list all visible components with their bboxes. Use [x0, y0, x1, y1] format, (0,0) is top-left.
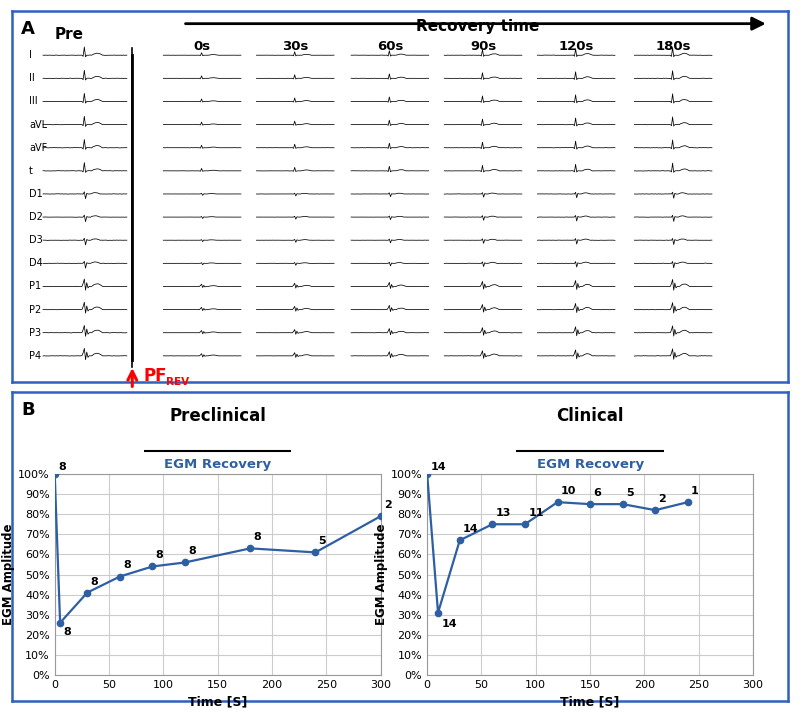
Title: EGM Recovery: EGM Recovery: [537, 459, 644, 471]
Text: 14: 14: [430, 462, 446, 472]
Text: 0s: 0s: [194, 41, 210, 53]
Text: P1: P1: [29, 281, 41, 291]
Text: 30s: 30s: [282, 41, 309, 53]
Text: Preclinical: Preclinical: [170, 407, 266, 426]
Text: D2: D2: [29, 212, 43, 222]
Text: 8: 8: [254, 533, 262, 543]
Text: 120s: 120s: [558, 41, 594, 53]
Text: A: A: [22, 20, 35, 38]
Text: P3: P3: [29, 328, 41, 337]
Text: 8: 8: [156, 550, 163, 560]
Text: t: t: [29, 166, 33, 176]
Text: I: I: [29, 51, 32, 61]
Text: aVF: aVF: [29, 142, 47, 152]
Title: EGM Recovery: EGM Recovery: [164, 459, 271, 471]
Text: 8: 8: [123, 560, 131, 570]
Text: III: III: [29, 96, 38, 107]
Text: P2: P2: [29, 305, 42, 315]
Text: 5: 5: [626, 488, 634, 498]
Text: 90s: 90s: [470, 41, 496, 53]
Text: 14: 14: [442, 619, 457, 629]
Text: 8: 8: [90, 577, 98, 587]
Text: P4: P4: [29, 351, 41, 361]
Text: 1: 1: [691, 486, 699, 496]
Text: 5: 5: [318, 536, 326, 546]
Text: Pre: Pre: [54, 27, 83, 43]
Text: D3: D3: [29, 235, 43, 245]
Text: Clinical: Clinical: [556, 407, 624, 426]
Text: 2: 2: [384, 501, 392, 511]
Text: 180s: 180s: [655, 41, 691, 53]
Text: 8: 8: [58, 462, 66, 472]
Text: 6: 6: [594, 488, 602, 498]
Text: D4: D4: [29, 258, 43, 268]
Y-axis label: EGM Amplitude: EGM Amplitude: [375, 524, 388, 625]
Text: Recovery time: Recovery time: [416, 19, 539, 34]
Text: B: B: [22, 402, 35, 419]
Text: D1: D1: [29, 189, 43, 199]
Text: 2: 2: [658, 494, 666, 504]
Text: PF: PF: [144, 367, 167, 385]
Text: II: II: [29, 73, 35, 83]
Text: 11: 11: [528, 508, 544, 518]
Text: 8: 8: [63, 627, 71, 637]
Text: 14: 14: [463, 524, 478, 534]
Text: 8: 8: [188, 546, 196, 556]
Text: 60s: 60s: [377, 41, 403, 53]
X-axis label: Time [S]: Time [S]: [188, 696, 247, 708]
Text: aVL: aVL: [29, 120, 47, 130]
Text: 10: 10: [561, 486, 576, 496]
Text: REV: REV: [166, 377, 189, 387]
Y-axis label: EGM Amplitude: EGM Amplitude: [2, 524, 15, 625]
Text: 13: 13: [496, 508, 511, 518]
X-axis label: Time [S]: Time [S]: [561, 696, 620, 708]
